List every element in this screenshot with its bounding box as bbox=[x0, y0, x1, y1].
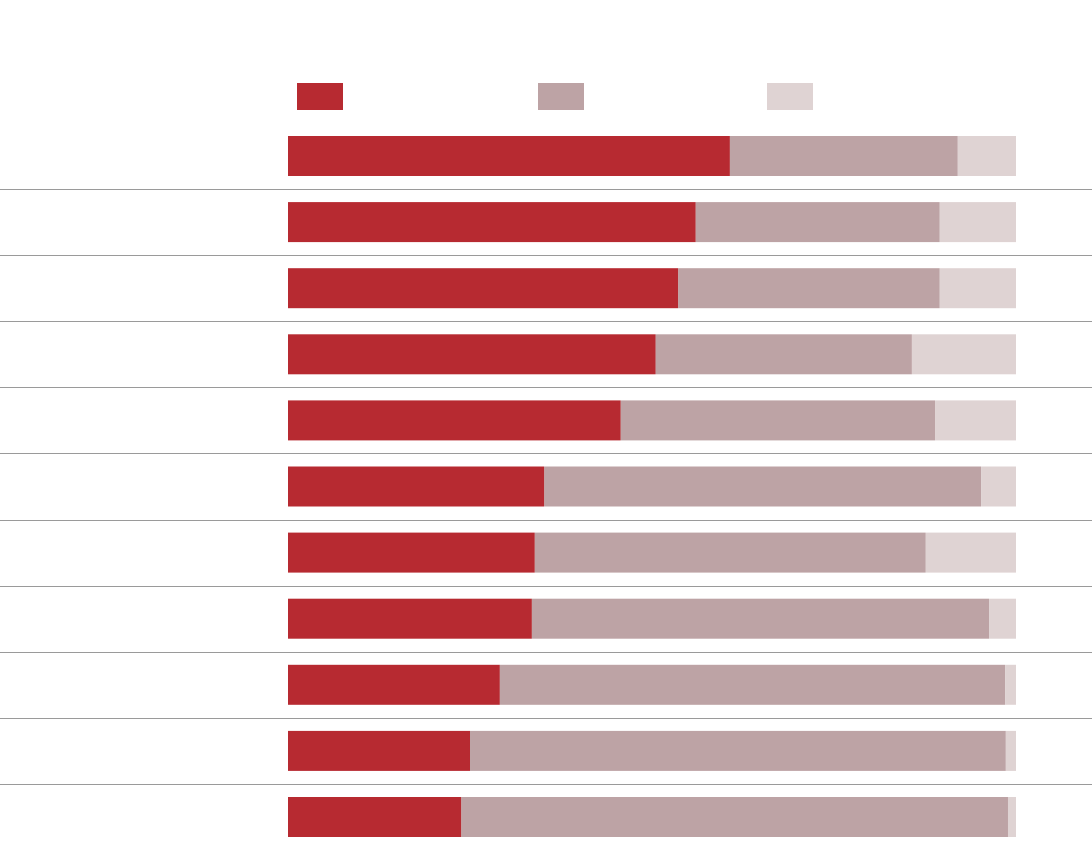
bar-row-5-series-1 bbox=[288, 400, 621, 441]
bar-row-3-series-1 bbox=[288, 268, 679, 309]
bar-row-9-series-2 bbox=[499, 664, 1006, 705]
bar-row-6-series-2 bbox=[544, 466, 982, 507]
bar-row-2-series-3 bbox=[939, 202, 1016, 243]
bar-row-6-series-3 bbox=[981, 466, 1016, 507]
legend-swatch-series-3 bbox=[767, 83, 813, 110]
chart-bars bbox=[288, 136, 1016, 837]
bar-row-8-series-3 bbox=[989, 598, 1016, 639]
bar-row-1-series-2 bbox=[729, 136, 958, 176]
row-dividers bbox=[0, 189, 1092, 785]
chart-legend bbox=[297, 83, 813, 110]
bar-row-5-series-3 bbox=[935, 400, 1016, 441]
bar-row-7-series-1 bbox=[288, 532, 535, 573]
bar-row-7-series-2 bbox=[534, 532, 926, 573]
bar-row-9-series-3 bbox=[1005, 664, 1016, 705]
bar-row-2-series-1 bbox=[288, 202, 696, 243]
bar-row-1-series-3 bbox=[957, 136, 1016, 176]
bar-row-8-series-2 bbox=[531, 598, 990, 639]
bar-row-11-series-3 bbox=[1007, 797, 1016, 837]
bar-row-10-series-2 bbox=[470, 730, 1006, 771]
bar-row-10-series-1 bbox=[288, 730, 470, 771]
bar-row-3-series-3 bbox=[939, 268, 1016, 309]
bar-row-8-series-1 bbox=[288, 598, 532, 639]
bar-row-7-series-3 bbox=[925, 532, 1016, 573]
bar-row-9-series-1 bbox=[288, 664, 500, 705]
bar-row-4-series-3 bbox=[911, 334, 1016, 375]
legend-swatch-series-2 bbox=[538, 83, 584, 110]
bar-row-4-series-1 bbox=[288, 334, 656, 375]
bar-row-5-series-2 bbox=[620, 400, 936, 441]
bar-row-4-series-2 bbox=[655, 334, 912, 375]
bar-row-10-series-3 bbox=[1005, 730, 1016, 771]
bar-row-11-series-2 bbox=[461, 797, 1008, 837]
bar-row-6-series-1 bbox=[288, 466, 545, 507]
legend-swatch-series-1 bbox=[297, 83, 343, 110]
bar-row-1-series-1 bbox=[288, 136, 730, 176]
bar-row-11-series-1 bbox=[288, 797, 462, 837]
bar-row-3-series-2 bbox=[678, 268, 940, 309]
bar-row-2-series-2 bbox=[695, 202, 940, 243]
